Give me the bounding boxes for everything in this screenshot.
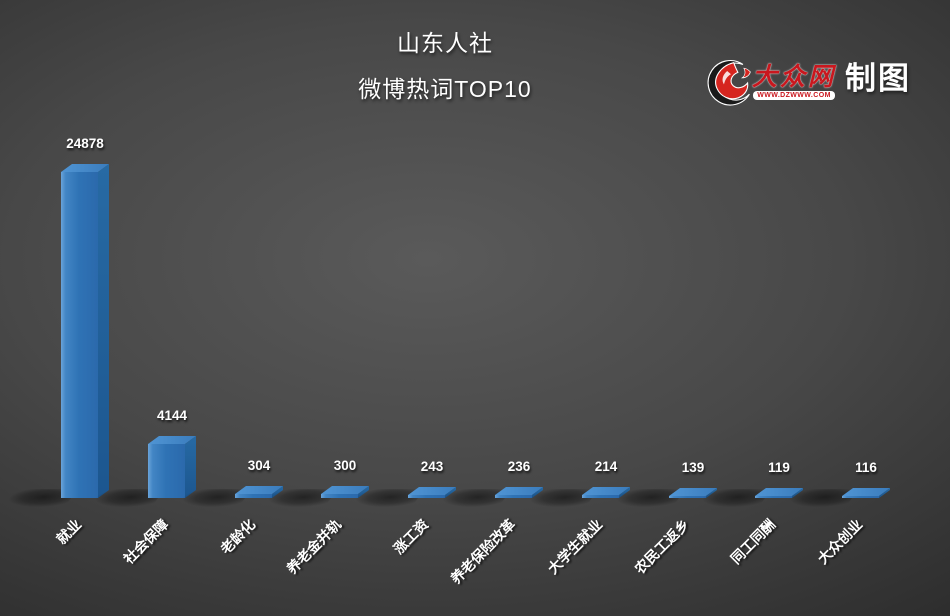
bar-value-label: 119	[768, 460, 790, 475]
bar-top-face	[408, 487, 456, 495]
bar	[408, 495, 445, 498]
bar-top-face	[321, 486, 369, 494]
bar-shadow	[696, 489, 772, 507]
bar	[61, 172, 98, 498]
bar	[321, 494, 358, 498]
bar-side-face	[879, 488, 890, 498]
bar-value-label: 243	[420, 459, 444, 474]
bar-top-face	[582, 487, 630, 495]
bar-top-face	[235, 486, 283, 494]
chart-subtitle: 微博热词TOP10	[358, 76, 532, 102]
bar-value-label: 236	[507, 459, 531, 474]
bar-shadow	[783, 489, 859, 507]
bar	[669, 496, 706, 498]
bar	[755, 496, 792, 498]
bar-top-face	[495, 487, 543, 495]
bar	[148, 444, 185, 498]
flame-icon	[707, 60, 751, 106]
dzwww-logo: 大众网 WWW.DZWWW.COM 制图	[702, 58, 911, 108]
bar-top-face	[669, 488, 717, 496]
brand-url: WWW.DZWWW.COM	[753, 91, 835, 100]
bar-value-label: 300	[333, 458, 357, 473]
bar	[495, 495, 532, 498]
brand-name: 大众网	[752, 63, 837, 91]
bar-value-label: 116	[855, 460, 877, 475]
bar-top-face	[148, 436, 196, 444]
bar-value-label: 304	[247, 458, 271, 473]
bar	[235, 494, 272, 498]
bar-value-label: 24878	[66, 136, 104, 151]
bar-side-face	[98, 164, 109, 498]
bar-value-label: 4144	[156, 408, 188, 423]
bar-value-label: 139	[681, 460, 705, 475]
bar-top-face	[842, 488, 890, 496]
bar-shadow	[610, 489, 686, 507]
bar	[582, 495, 619, 498]
bar-top-face	[61, 164, 109, 172]
maker-label: 制图	[845, 61, 912, 96]
bar-top-face	[755, 488, 803, 496]
chart-title: 山东人社	[397, 30, 493, 56]
bar-category-label: 就业	[53, 516, 85, 548]
bar	[842, 496, 879, 498]
chart-title-block: 山东人社 微博热词TOP10	[30, 30, 860, 102]
brand-block: 大众网 WWW.DZWWW.COM	[752, 64, 836, 100]
bar-value-label: 214	[594, 459, 618, 474]
bar-side-face	[185, 436, 196, 498]
